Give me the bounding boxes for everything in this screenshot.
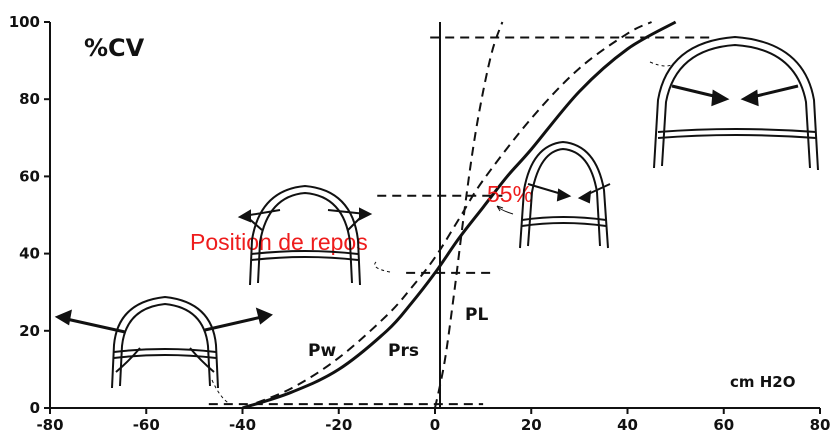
thorax-drawing-low-volume	[111, 295, 219, 389]
arrows-rest	[237, 207, 373, 231]
thorax-drawing-55	[519, 140, 609, 249]
y-tick-label: 100	[9, 13, 40, 31]
x-unit-label: cm H2O	[730, 373, 796, 391]
x-tick-label: -20	[325, 416, 352, 434]
x-tick-label: 80	[810, 416, 831, 434]
series-line-pl	[434, 21, 504, 409]
series-label-pw: Pw	[308, 341, 336, 361]
inward-arrows-55	[527, 183, 611, 204]
thorax-drawing-rest	[249, 184, 361, 286]
x-tick-label: -40	[229, 416, 256, 434]
x-tick-label: -80	[36, 416, 63, 434]
percent-leader-arrow	[496, 205, 514, 215]
y-tick-label: 0	[30, 399, 40, 417]
guide-lines	[208, 36, 715, 406]
rest-position-annotation: Position de repos	[190, 229, 368, 255]
series-label-pl: PL	[465, 305, 488, 325]
inward-arrows-high-volume	[671, 84, 799, 107]
y-tick-label: 40	[19, 245, 40, 263]
x-tick-label: 0	[430, 416, 440, 434]
series-label-prs: Prs	[388, 341, 419, 361]
x-tick-label: -60	[133, 416, 160, 434]
bottom-leader-arrow	[211, 379, 231, 405]
percent-annotation: 55%	[487, 181, 533, 207]
series-line-prs	[242, 20, 677, 410]
curves	[242, 20, 677, 410]
y-tick-label: 80	[19, 90, 40, 108]
outward-arrows-low-volume	[54, 307, 273, 334]
y-tick-label: 20	[19, 322, 40, 340]
x-tick-label: 20	[521, 416, 542, 434]
x-tick-label: 60	[713, 416, 734, 434]
rest-leader-arrow	[374, 261, 391, 273]
x-tick-label: 40	[617, 416, 638, 434]
series-line-pw	[242, 21, 652, 409]
ticks: -80 -60 -40 -20 0 20 40 60 80 0 20 40 60 80 100	[9, 13, 831, 434]
y-unit-label: %CV	[84, 34, 145, 62]
thorax-drawing-high-volume	[653, 35, 819, 171]
y-tick-label: 60	[19, 167, 40, 185]
axes	[49, 22, 820, 409]
